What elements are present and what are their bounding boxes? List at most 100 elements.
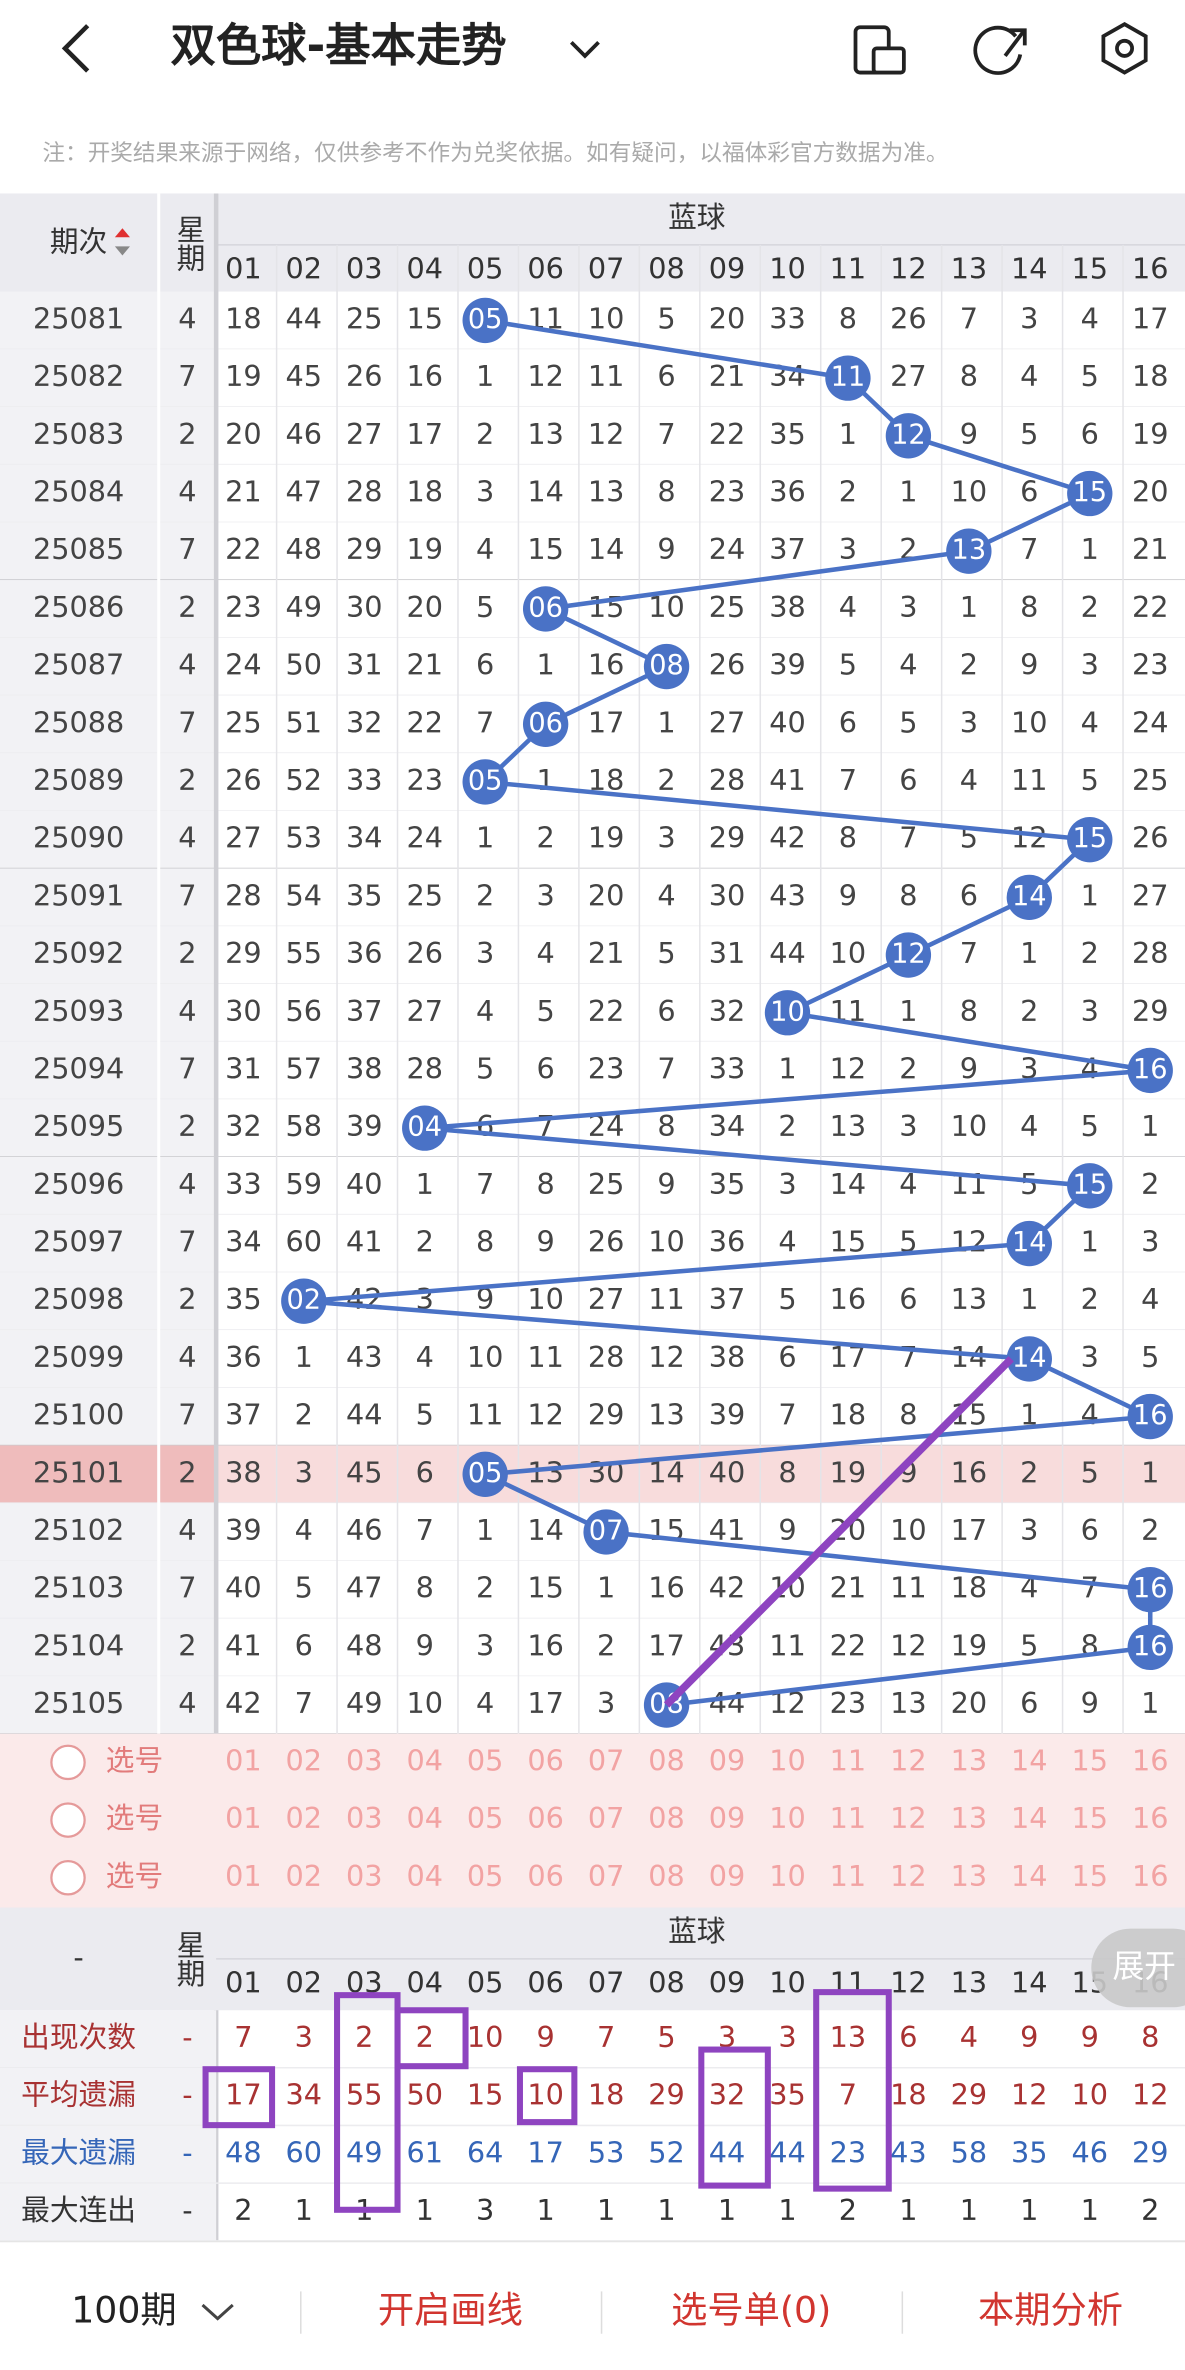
omission-cell: 21: [225, 475, 262, 509]
select-number[interactable]: 08: [648, 1859, 685, 1893]
share-icon[interactable]: [973, 25, 1027, 75]
omission-cell: 1: [778, 1051, 796, 1085]
omission-cell: 21: [406, 648, 443, 682]
omission-cell: 22: [406, 705, 443, 739]
select-number[interactable]: 02: [286, 1743, 323, 1777]
select-number[interactable]: 12: [890, 1859, 927, 1893]
select-number[interactable]: 07: [588, 1801, 625, 1835]
select-radio[interactable]: [50, 1744, 86, 1781]
select-number[interactable]: 03: [346, 1801, 383, 1835]
omission-cell: 3: [1020, 1051, 1038, 1085]
omission-cell: 9: [476, 1282, 494, 1316]
device-icon[interactable]: [853, 25, 906, 75]
omission-cell: 20: [588, 878, 625, 912]
select-number[interactable]: 13: [951, 1743, 988, 1777]
select-number[interactable]: 12: [890, 1801, 927, 1835]
select-number[interactable]: 10: [769, 1743, 806, 1777]
select-number[interactable]: 05: [467, 1743, 504, 1777]
select-number[interactable]: 14: [1011, 1859, 1048, 1893]
select-number[interactable]: 09: [709, 1743, 746, 1777]
select-number[interactable]: 15: [1072, 1859, 1109, 1893]
omission-cell: 1: [416, 1167, 434, 1201]
select-number[interactable]: 16: [1132, 1801, 1169, 1835]
select-radio[interactable]: [50, 1860, 86, 1896]
back-button[interactable]: [61, 24, 90, 73]
omission-cell: 6: [899, 763, 917, 797]
select-number[interactable]: 16: [1132, 1743, 1169, 1777]
select-number[interactable]: 14: [1011, 1801, 1048, 1835]
title-dropdown[interactable]: [570, 40, 600, 59]
omission-cell: 19: [830, 1455, 867, 1489]
select-number[interactable]: 11: [830, 1859, 867, 1893]
select-number[interactable]: 11: [830, 1801, 867, 1835]
select-number[interactable]: 08: [648, 1743, 685, 1777]
select-number[interactable]: 04: [406, 1743, 443, 1777]
omission-cell: 8: [537, 1167, 555, 1201]
omission-cell: 5: [1081, 763, 1099, 797]
select-number[interactable]: 09: [709, 1859, 746, 1893]
number-header: 10: [769, 252, 806, 286]
stats-label: 最大连出: [21, 2193, 136, 2227]
issue: 25089: [33, 763, 124, 797]
select-number[interactable]: 11: [830, 1743, 867, 1777]
select-number[interactable]: 15: [1072, 1743, 1109, 1777]
select-number[interactable]: 03: [346, 1859, 383, 1893]
select-number[interactable]: 04: [406, 1859, 443, 1893]
omission-cell: 25: [588, 1167, 625, 1201]
page-title: 双色球-基本走势: [171, 19, 507, 72]
select-number[interactable]: 15: [1072, 1801, 1109, 1835]
select-number[interactable]: 14: [1011, 1743, 1048, 1777]
select-number[interactable]: 02: [286, 1859, 323, 1893]
select-number[interactable]: 09: [709, 1801, 746, 1835]
select-number[interactable]: 13: [951, 1801, 988, 1835]
select-number[interactable]: 06: [527, 1801, 564, 1835]
select-number[interactable]: 06: [527, 1859, 564, 1893]
row-left-bg: [0, 983, 217, 1042]
expand-button[interactable]: 展开: [1091, 1928, 1185, 2008]
row-left-bg: [0, 464, 217, 523]
select-label: 选号: [106, 1743, 163, 1777]
select-number[interactable]: 01: [225, 1801, 262, 1835]
settings-icon[interactable]: [1101, 22, 1148, 75]
omission-cell: 6: [899, 1282, 917, 1316]
stats-value: 35: [769, 2078, 806, 2112]
ball-number: 16: [1133, 1054, 1168, 1085]
draw-lines-button[interactable]: 开启画线: [378, 2289, 523, 2332]
select-number[interactable]: 02: [286, 1801, 323, 1835]
select-number[interactable]: 03: [346, 1743, 383, 1777]
issue: 25096: [33, 1167, 124, 1201]
select-number[interactable]: 04: [406, 1801, 443, 1835]
weekday: 2: [178, 1109, 196, 1143]
number-header: 05: [467, 252, 504, 286]
omission-cell: 46: [346, 1513, 383, 1547]
select-number[interactable]: 10: [769, 1859, 806, 1893]
select-number[interactable]: 08: [648, 1801, 685, 1835]
omission-cell: 8: [960, 994, 978, 1028]
select-number[interactable]: 10: [769, 1801, 806, 1835]
analysis-button[interactable]: 本期分析: [978, 2289, 1123, 2332]
select-number[interactable]: 06: [527, 1743, 564, 1777]
omission-cell: 8: [416, 1571, 434, 1605]
omission-cell: 1: [476, 1513, 494, 1547]
select-number[interactable]: 12: [890, 1743, 927, 1777]
omission-cell: 5: [899, 705, 917, 739]
ball: [1067, 470, 1113, 517]
select-number[interactable]: 16: [1132, 1859, 1169, 1893]
select-number[interactable]: 01: [225, 1859, 262, 1893]
select-radio[interactable]: [50, 1802, 86, 1838]
omission-cell: 10: [1011, 705, 1048, 739]
omission-cell: 25: [225, 705, 262, 739]
select-number[interactable]: 13: [951, 1859, 988, 1893]
omission-cell: 4: [1081, 1051, 1099, 1085]
select-number[interactable]: 01: [225, 1743, 262, 1777]
omission-cell: 16: [648, 1571, 685, 1605]
select-number[interactable]: 07: [588, 1743, 625, 1777]
omission-cell: 6: [537, 1051, 555, 1085]
period-selector[interactable]: 100期: [71, 2289, 234, 2332]
omission-cell: 32: [346, 705, 383, 739]
select-number[interactable]: 05: [467, 1859, 504, 1893]
select-number[interactable]: 05: [467, 1801, 504, 1835]
select-number[interactable]: 07: [588, 1859, 625, 1893]
omission-cell: 2: [1081, 1282, 1099, 1316]
ticket-button[interactable]: 选号单(0): [671, 2289, 831, 2332]
